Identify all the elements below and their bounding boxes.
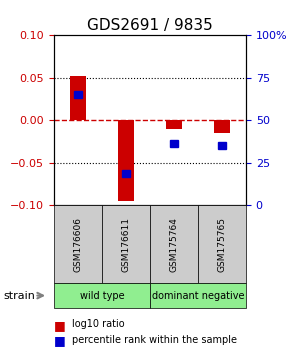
Text: log10 ratio: log10 ratio <box>72 319 124 329</box>
Bar <box>218 142 226 149</box>
Bar <box>214 120 230 133</box>
Bar <box>70 76 86 120</box>
Text: GDS2691 / 9835: GDS2691 / 9835 <box>87 18 213 33</box>
Text: ■: ■ <box>54 319 66 332</box>
Bar <box>74 91 82 98</box>
Text: dominant negative: dominant negative <box>152 291 244 301</box>
Text: percentile rank within the sample: percentile rank within the sample <box>72 335 237 344</box>
Text: ■: ■ <box>54 335 66 348</box>
Text: wild type: wild type <box>80 291 124 301</box>
Text: GSM176611: GSM176611 <box>122 217 130 272</box>
Text: strain: strain <box>3 291 35 301</box>
Bar <box>118 120 134 201</box>
Text: GSM175764: GSM175764 <box>169 217 178 272</box>
Text: GSM175765: GSM175765 <box>218 217 226 272</box>
Bar <box>122 171 130 177</box>
Text: GSM176606: GSM176606 <box>74 217 82 272</box>
Bar <box>170 140 178 147</box>
Bar <box>166 120 182 129</box>
